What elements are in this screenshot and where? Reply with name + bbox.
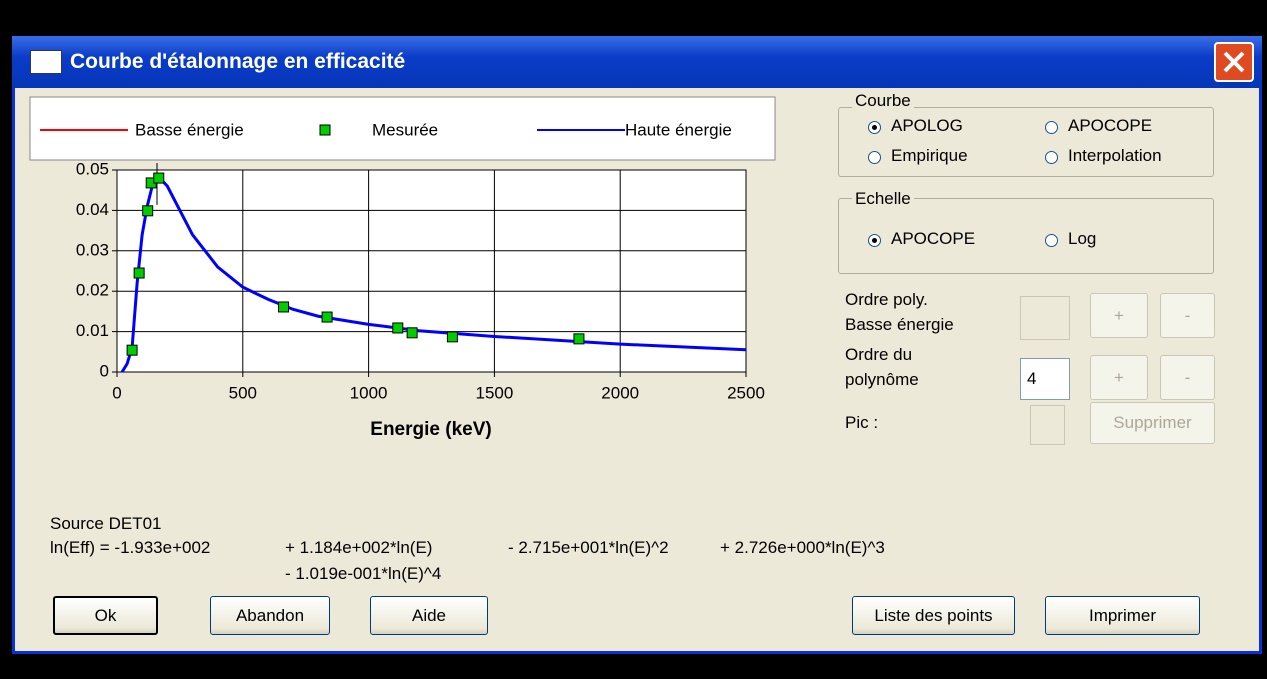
input[interactable]: 4 bbox=[1020, 358, 1070, 400]
y-tick-label: 0.02 bbox=[76, 281, 109, 300]
formula: ln(Eff) = -1.933e+002 bbox=[50, 538, 211, 557]
y-tick-label: 0 bbox=[100, 361, 109, 380]
close-icon bbox=[1223, 51, 1245, 73]
radio-button[interactable] bbox=[1045, 151, 1058, 164]
radio-label[interactable]: Empirique bbox=[891, 146, 968, 165]
window-title: Courbe d'étalonnage en efficacité bbox=[70, 50, 406, 73]
source: Source DET01 bbox=[50, 514, 162, 533]
title-bar bbox=[12, 36, 1262, 88]
label: Pic : bbox=[845, 413, 879, 432]
radio-button[interactable] bbox=[868, 121, 881, 134]
data-point bbox=[446, 331, 458, 343]
x-tick-label: 2500 bbox=[727, 383, 765, 402]
x-tick-label: 2000 bbox=[601, 383, 639, 402]
data-point bbox=[278, 301, 290, 313]
button[interactable]: Abandon bbox=[210, 596, 330, 635]
x-tick-label: 1000 bbox=[350, 383, 388, 402]
x-tick-label: 0 bbox=[112, 383, 121, 402]
y-tick-label: 0.04 bbox=[76, 200, 109, 219]
data-point bbox=[142, 205, 154, 217]
input bbox=[1020, 296, 1070, 340]
data-point bbox=[392, 322, 404, 334]
formula: + 2.726e+000*ln(E)^3 bbox=[720, 538, 885, 557]
close-button[interactable] bbox=[1214, 42, 1254, 82]
echelle-group bbox=[838, 198, 1214, 274]
chart: Energie (keV) 0 0.01 0.02 0.03 0.04 0.05 0 500 1… bbox=[29, 96, 776, 440]
y-tick-label: 0.05 bbox=[76, 159, 109, 178]
legend-label: Haute énergie bbox=[625, 120, 732, 139]
legend-label: Basse énergie bbox=[135, 120, 244, 139]
group-label: Echelle bbox=[852, 189, 914, 209]
radio-button[interactable] bbox=[1045, 121, 1058, 134]
y-tick-label: 0.01 bbox=[76, 321, 109, 340]
button[interactable]: Liste des points bbox=[852, 596, 1015, 635]
legend-label: Mesurée bbox=[372, 120, 438, 139]
legend-marker bbox=[319, 124, 331, 136]
formula: - 2.715e+001*ln(E)^2 bbox=[508, 538, 669, 557]
formula: + 1.184e+002*ln(E) bbox=[285, 538, 433, 557]
data-point bbox=[573, 333, 585, 345]
radio-label[interactable]: APOLOG bbox=[891, 116, 963, 135]
data-point bbox=[153, 172, 165, 184]
radio-button[interactable] bbox=[1045, 234, 1058, 247]
formula: - 1.019e-001*ln(E)^4 bbox=[285, 564, 442, 583]
button[interactable]: Ok bbox=[53, 596, 158, 635]
data-point bbox=[321, 311, 333, 323]
radio-label[interactable]: Log bbox=[1068, 229, 1097, 248]
data-point bbox=[133, 267, 145, 279]
label: polynôme bbox=[845, 370, 919, 389]
button: - bbox=[1160, 293, 1215, 338]
app-icon bbox=[30, 50, 62, 74]
button: + bbox=[1090, 355, 1148, 400]
plot-area bbox=[117, 170, 746, 372]
button[interactable]: Aide bbox=[370, 596, 488, 635]
radio-label[interactable]: Interpolation bbox=[1068, 146, 1162, 165]
label: Ordre poly. bbox=[845, 290, 928, 309]
label: Ordre du bbox=[845, 345, 913, 364]
label: Basse énergie bbox=[845, 315, 954, 334]
button: - bbox=[1160, 355, 1215, 400]
plot-border bbox=[116, 169, 747, 373]
x-tick-label: 1500 bbox=[475, 383, 513, 402]
button: Supprimer bbox=[1090, 402, 1215, 444]
data-point bbox=[126, 344, 138, 356]
radio-button[interactable] bbox=[868, 151, 881, 164]
data-point bbox=[406, 327, 418, 339]
x-tick-label: 500 bbox=[229, 383, 257, 402]
button[interactable]: Imprimer bbox=[1045, 596, 1200, 635]
checkbox bbox=[1030, 405, 1065, 445]
radio-button[interactable] bbox=[868, 234, 881, 247]
legend-box bbox=[29, 96, 776, 161]
y-tick-label: 0.03 bbox=[76, 240, 109, 259]
group-label: Courbe bbox=[852, 91, 914, 111]
button: + bbox=[1090, 293, 1148, 338]
x-axis-label: Energie (keV) bbox=[370, 419, 491, 440]
courbe-group bbox=[838, 107, 1214, 177]
radio-label[interactable]: APOCOPE bbox=[891, 229, 976, 248]
radio-label[interactable]: APOCOPE bbox=[1068, 116, 1153, 135]
